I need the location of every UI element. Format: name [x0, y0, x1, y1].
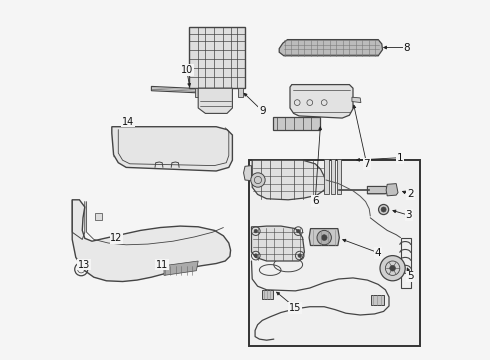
- Polygon shape: [279, 40, 383, 56]
- Text: 8: 8: [404, 42, 410, 53]
- Text: 7: 7: [364, 159, 370, 169]
- Polygon shape: [352, 97, 361, 103]
- Polygon shape: [189, 27, 245, 88]
- Circle shape: [379, 204, 389, 215]
- Text: 11: 11: [156, 260, 169, 270]
- Text: 13: 13: [78, 260, 90, 270]
- Circle shape: [298, 254, 301, 257]
- Polygon shape: [368, 186, 389, 194]
- Polygon shape: [151, 86, 230, 94]
- Circle shape: [254, 254, 258, 257]
- Circle shape: [296, 229, 300, 233]
- Text: 10: 10: [180, 65, 193, 75]
- Polygon shape: [238, 88, 243, 97]
- Polygon shape: [220, 88, 225, 97]
- Text: 4: 4: [375, 248, 382, 258]
- Circle shape: [317, 230, 331, 245]
- Circle shape: [251, 173, 265, 187]
- Text: 12: 12: [110, 233, 122, 243]
- Polygon shape: [371, 295, 384, 305]
- Circle shape: [390, 265, 395, 271]
- Circle shape: [380, 256, 405, 281]
- Polygon shape: [252, 160, 326, 200]
- Bar: [95, 213, 102, 220]
- Polygon shape: [72, 200, 231, 282]
- Text: 5: 5: [407, 271, 414, 282]
- Polygon shape: [164, 261, 198, 275]
- Text: 14: 14: [122, 117, 134, 127]
- Polygon shape: [290, 85, 353, 118]
- Text: 15: 15: [289, 303, 301, 313]
- Text: 6: 6: [312, 196, 318, 206]
- Polygon shape: [337, 159, 341, 194]
- Text: 9: 9: [259, 106, 266, 116]
- Polygon shape: [386, 184, 398, 196]
- Polygon shape: [273, 117, 320, 130]
- Polygon shape: [112, 127, 232, 171]
- Polygon shape: [324, 159, 328, 194]
- Polygon shape: [331, 159, 335, 194]
- Circle shape: [321, 235, 327, 240]
- Polygon shape: [244, 166, 251, 181]
- Text: 2: 2: [407, 189, 414, 199]
- Text: 1: 1: [396, 153, 403, 163]
- Polygon shape: [195, 88, 200, 97]
- Polygon shape: [251, 226, 304, 261]
- Polygon shape: [309, 229, 339, 246]
- Circle shape: [254, 229, 258, 233]
- Circle shape: [381, 207, 386, 212]
- Polygon shape: [198, 88, 232, 113]
- Bar: [249, 160, 420, 346]
- Polygon shape: [262, 290, 273, 299]
- Text: 3: 3: [406, 210, 412, 220]
